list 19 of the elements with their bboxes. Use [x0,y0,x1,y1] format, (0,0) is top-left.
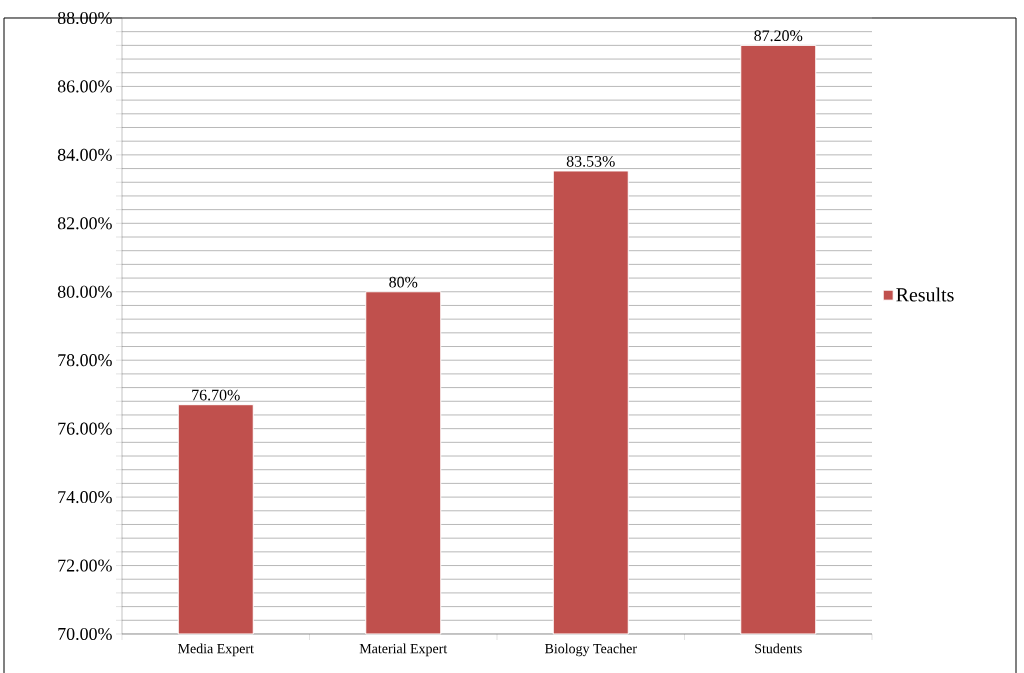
data-label: 87.20% [754,30,803,41]
y-tick-label: 76.00% [58,422,112,435]
y-tick-label: 78.00% [58,353,112,367]
data-label: 83.53% [566,155,615,167]
y-tick-label: 72.00% [58,559,112,572]
x-tick-label: Material Expert [359,643,448,656]
data-label: 80% [389,276,418,288]
x-tick-label: Students [755,643,802,654]
y-tick-label: 82.00% [57,217,112,230]
data-label: 76.70% [192,389,240,401]
y-tick-label: 88.00% [57,11,112,24]
y-tick-label: 80.00% [57,285,112,298]
legend-label: Results [896,287,954,302]
y-tick-label: 74.00% [58,490,112,503]
y-tick-label: 84.00% [57,148,112,161]
y-tick-label: 70.00% [58,627,112,640]
x-tick-label: Biology Teacher [544,643,637,656]
x-tick-label: Media Expert [178,643,254,656]
y-tick-label: 86.00% [57,80,112,93]
